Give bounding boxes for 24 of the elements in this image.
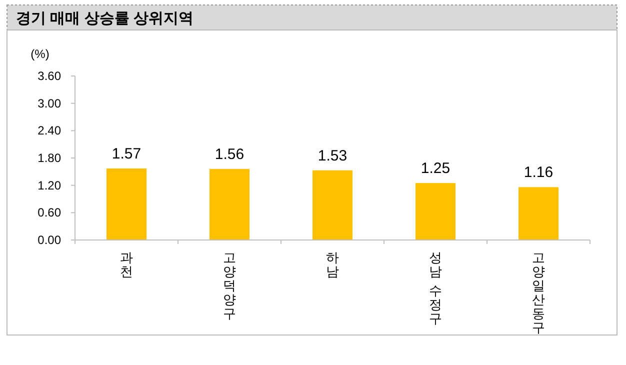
y-axis-title: (%): [30, 47, 50, 61]
y-tick-label: 3.60: [38, 69, 62, 83]
x-tick-label: 하남: [326, 250, 339, 279]
data-label: 1.16: [524, 164, 554, 182]
chart-title: 경기 매매 상승률 상위지역: [16, 10, 194, 27]
y-tick-label: 2.40: [38, 124, 62, 138]
data-label: 1.53: [318, 147, 348, 164]
y-tick-label: 1.20: [38, 178, 62, 192]
bar: [518, 187, 558, 240]
bar: [312, 170, 352, 240]
y-tick-label: 3.00: [38, 96, 62, 110]
bar: [210, 168, 250, 240]
y-tick-label: 0.60: [38, 206, 62, 220]
x-tick-label: 고양일산동구: [532, 250, 545, 335]
x-tick-label: 과천: [120, 250, 133, 279]
data-label: 1.25: [420, 160, 450, 178]
data-label: 1.57: [112, 145, 142, 162]
x-tick-label: 고양덕양구: [223, 250, 236, 321]
data-label: 1.56: [214, 146, 244, 163]
x-tick-label: 성남 수정구: [429, 250, 442, 326]
y-tick-label: 1.80: [38, 151, 62, 165]
y-tick-label: 0.00: [38, 233, 62, 247]
bar: [106, 168, 146, 240]
bar: [416, 183, 456, 240]
